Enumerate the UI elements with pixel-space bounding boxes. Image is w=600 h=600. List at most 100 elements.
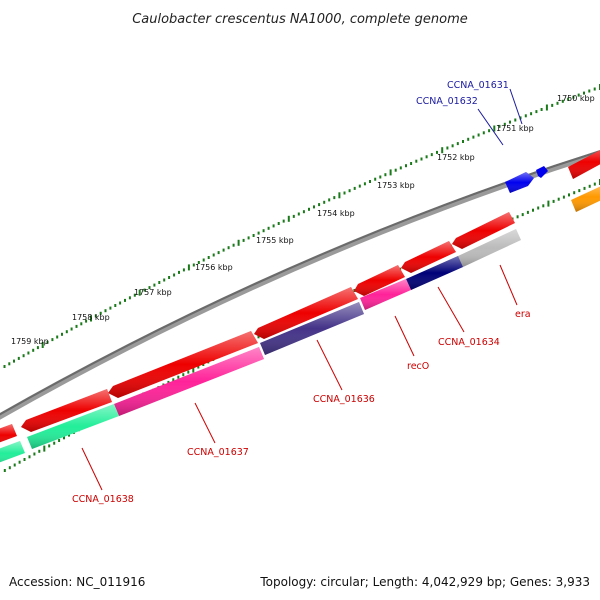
ruler-minor-tick	[182, 268, 185, 272]
ruler-minor-tick	[158, 281, 161, 284]
ruler-minor-tick	[328, 198, 331, 202]
ruler-minor-tick	[420, 157, 423, 161]
ruler-minor-tick	[153, 283, 156, 287]
ruler-minor-tick	[36, 346, 39, 350]
ruler-minor-tick	[51, 338, 54, 342]
ruler-minor-tick	[227, 246, 230, 250]
ruler-major-tick	[287, 215, 290, 222]
leader-ccna-01636	[316, 339, 343, 391]
ruler-minor-tick	[456, 142, 459, 146]
gene-ccna-01636[interactable]	[260, 302, 364, 355]
gene-ccna-01634[interactable]	[406, 256, 463, 290]
ruler-minor-tick	[17, 356, 20, 360]
ruler-minor-tick	[297, 212, 300, 216]
cds-arrow[interactable]	[0, 424, 17, 446]
leader-reco	[394, 315, 415, 357]
ruler-minor-tick	[552, 199, 555, 203]
ruler-minor-tick	[257, 231, 260, 235]
cds-arrow[interactable]	[108, 331, 258, 398]
ruler-minor-tick	[410, 162, 413, 165]
ruler-minor-tick	[588, 184, 591, 188]
ruler-minor-tick	[13, 463, 16, 467]
gene-era[interactable]	[458, 229, 521, 267]
cds-arrow[interactable]	[452, 212, 515, 249]
ruler-minor-tick	[163, 278, 166, 282]
ruler-label: 1756 kbp	[195, 263, 233, 272]
ruler-minor-tick	[524, 114, 527, 118]
gene-teal-partial[interactable]	[0, 441, 25, 466]
ruler-minor-tick	[232, 243, 235, 247]
ruler-minor-tick	[568, 193, 570, 197]
ruler-minor-tick	[498, 124, 501, 128]
ruler-minor-tick	[85, 319, 88, 323]
ruler-minor-tick	[94, 314, 97, 318]
map-title: Caulobacter crescentus NA1000, complete …	[132, 12, 468, 27]
ruler-minor-tick	[343, 191, 346, 195]
cds-arrow[interactable]	[21, 389, 112, 432]
ruler-label: 1751 kbp	[496, 124, 534, 133]
ruler-minor-tick	[477, 133, 480, 137]
gene-label-ccna-01632[interactable]: CCNA_01632	[416, 96, 478, 107]
cds-arrow[interactable]	[568, 145, 600, 179]
ruler-minor-tick	[168, 276, 171, 279]
cds-arrow[interactable]	[354, 265, 405, 296]
ruler-minor-tick	[405, 164, 407, 168]
ruler-minor-tick	[488, 129, 491, 133]
ruler-minor-tick	[187, 370, 190, 374]
ruler-label: 1752 kbp	[437, 153, 475, 162]
ruler-minor-tick	[104, 309, 107, 313]
gene-label-ccna-01636[interactable]: CCNA_01636	[313, 394, 375, 405]
gene-ccna-01637[interactable]	[114, 347, 264, 416]
leader-ccna-01631	[509, 88, 523, 125]
ruler-label: 1757 kbp	[134, 288, 172, 297]
ruler-ticks	[3, 84, 600, 368]
gene-label-reco[interactable]: recO	[407, 361, 429, 372]
gene-ccna-01631[interactable]	[536, 166, 548, 178]
cds-arrow[interactable]	[401, 241, 456, 273]
ruler-minor-tick	[70, 327, 73, 331]
leader-ccna-01637	[194, 402, 216, 444]
ruler-minor-tick	[583, 186, 586, 190]
ruler-minor-tick	[446, 146, 449, 150]
ruler-minor-tick	[482, 131, 485, 135]
ruler-minor-tick	[302, 210, 305, 214]
leader-ccna-01638	[81, 447, 103, 491]
gene-ccna-01632[interactable]	[505, 172, 534, 193]
ruler-minor-tick	[80, 322, 83, 326]
ruler-minor-tick	[252, 234, 255, 237]
gene-label-ccna-01631[interactable]: CCNA_01631	[447, 80, 509, 91]
ruler-minor-tick	[63, 436, 65, 440]
ruler-label: 1755 kbp	[256, 236, 294, 245]
ruler-minor-tick	[173, 273, 176, 277]
ruler-minor-tick	[394, 168, 397, 172]
ruler-minor-tick	[503, 122, 506, 126]
ruler-minor-tick	[202, 258, 205, 262]
ruler-minor-tick	[38, 449, 41, 453]
ruler-minor-tick	[379, 175, 382, 179]
gene-reco[interactable]	[360, 279, 411, 310]
leader-ccna-01634	[437, 286, 465, 333]
gene-orange[interactable]	[571, 182, 600, 212]
ruler-minor-tick	[242, 238, 245, 242]
ruler-minor-tick	[313, 205, 315, 209]
gene-label-era[interactable]: era	[515, 309, 531, 320]
ruler-minor-tick	[32, 348, 35, 352]
ruler-minor-tick	[247, 236, 250, 240]
ruler-major-tick	[441, 147, 444, 154]
gene-ccna-01638[interactable]	[27, 404, 119, 449]
genome-summary-text: Topology: circular; Length: 4,042,929 bp…	[259, 575, 590, 589]
ruler-minor-tick	[13, 359, 15, 363]
gene-label-ccna-01637[interactable]: CCNA_01637	[187, 447, 249, 458]
ruler-minor-tick	[207, 256, 210, 259]
ruler-minor-tick	[369, 180, 371, 183]
cds-arrow[interactable]	[254, 287, 358, 339]
ruler-minor-tick	[27, 351, 30, 355]
gene-label-ccna-01634[interactable]: CCNA_01634	[438, 337, 500, 348]
ruler-minor-tick	[556, 101, 559, 105]
ruler-minor-tick	[399, 166, 402, 170]
ruler-minor-tick	[178, 270, 180, 274]
gene-label-ccna-01638[interactable]: CCNA_01638	[72, 494, 134, 505]
ruler-minor-tick	[65, 330, 68, 334]
